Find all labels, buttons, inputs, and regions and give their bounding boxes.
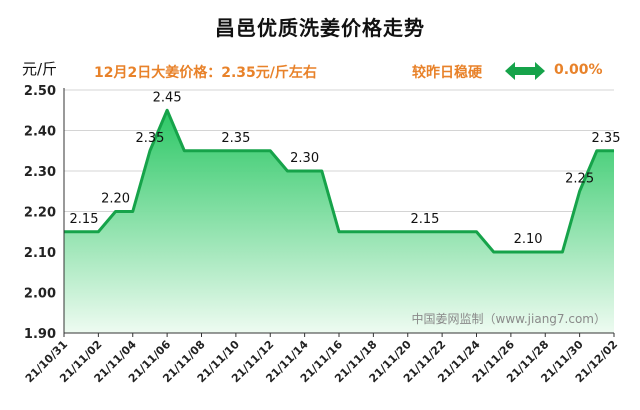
chart-title: 昌邑优质洗姜价格走势 <box>215 16 425 40</box>
y-tick-label: 2.00 <box>24 287 56 302</box>
data-label: 2.25 <box>565 171 594 186</box>
y-tick-label: 2.40 <box>24 125 56 140</box>
y-tick-label: 2.50 <box>24 84 56 99</box>
data-label: 2.35 <box>135 131 164 146</box>
y-tick-label: 2.20 <box>24 206 56 221</box>
watermark: 中国姜网监制（www.jiang7.com） <box>412 311 606 326</box>
data-label: 2.30 <box>290 151 319 166</box>
y-axis-unit-label: 元/斤 <box>22 60 58 78</box>
compare-label: 较昨日稳硬 <box>412 65 482 81</box>
data-label: 2.35 <box>592 131 621 146</box>
area-series <box>64 108 614 333</box>
double-arrow-icon <box>505 62 545 80</box>
y-tick-label: 2.30 <box>24 165 56 180</box>
data-label: 2.15 <box>410 212 439 227</box>
data-labels: 2.152.202.352.452.352.302.152.102.252.35 <box>70 90 621 247</box>
data-label: 2.20 <box>101 192 130 207</box>
data-label: 2.35 <box>221 131 250 146</box>
y-tick-label: 1.90 <box>24 327 56 342</box>
price-note: 12月2日大姜价格：2.35元/斤左右 <box>94 65 317 81</box>
change-value: 0.00% <box>554 62 603 78</box>
data-label: 2.45 <box>153 90 182 105</box>
y-tick-label: 2.10 <box>24 246 56 261</box>
price-line <box>64 108 614 254</box>
data-label: 2.10 <box>514 232 543 247</box>
area-fill <box>64 110 614 333</box>
data-label: 2.15 <box>70 212 99 227</box>
